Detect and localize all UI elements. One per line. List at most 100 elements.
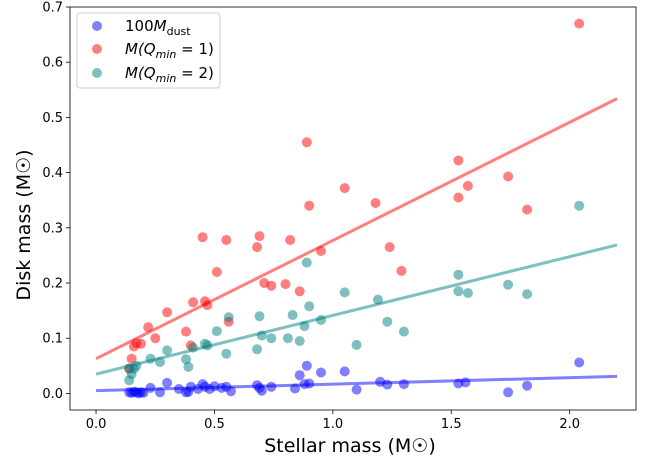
legend-marker-dust (92, 21, 102, 31)
x-axis-label-text: Stellar mass (264, 435, 381, 457)
point-qmin2-15 (223, 312, 234, 323)
point-qmin2-13 (211, 326, 222, 337)
point-qmin1-8 (181, 326, 191, 337)
svg-text:100Mdust: 100Mdust (125, 17, 191, 38)
point-dust-33 (351, 384, 362, 395)
point-qmin1-21 (280, 279, 291, 290)
point-dust-41 (574, 357, 585, 368)
point-qmin1-28 (370, 198, 381, 208)
point-qmin1-25 (304, 200, 315, 211)
x-axis-label: Stellar mass (M☉) (264, 435, 436, 457)
y-axis-label-unit: (M☉) (13, 149, 35, 197)
point-qmin1-18 (254, 231, 265, 242)
y-tick-label-7: 0.7 (42, 1, 63, 16)
point-qmin2-33 (453, 286, 464, 297)
point-qmin1-6 (150, 333, 161, 344)
point-qmin2-14 (221, 348, 232, 359)
point-qmin2-30 (382, 316, 393, 327)
point-qmin1-29 (384, 242, 395, 253)
point-qmin2-32 (453, 269, 464, 280)
point-qmin1-34 (503, 171, 514, 182)
point-qmin2-20 (282, 333, 293, 344)
point-qmin1-20 (266, 280, 277, 291)
y-tick-label-5: 0.5 (42, 111, 63, 126)
point-qmin2-27 (339, 287, 350, 298)
point-qmin1-15 (221, 235, 232, 245)
y-tick-label-6: 0.6 (42, 56, 63, 71)
y-axis-label: Disk mass (M☉) (13, 149, 35, 300)
point-qmin2-25 (304, 301, 315, 312)
legend-marker-qmin1 (92, 44, 102, 54)
legend-label-qmin2-post: = 2) (176, 64, 214, 82)
y-tick-label-2: 0.2 (42, 277, 63, 292)
point-qmin2-36 (522, 289, 533, 300)
plot-area (95, 18, 618, 399)
point-qmin2-28 (351, 339, 362, 350)
legend-label-qmin1-main: M(Q (125, 40, 156, 58)
axis-ticks: 0.0 0.5 1.0 1.5 2.0 0.0 0.1 0.2 0.3 0.4 0.5 0.6 0.7 (42, 1, 580, 433)
point-dust-40 (522, 380, 533, 391)
point-qmin1-11 (197, 232, 208, 243)
point-qmin1-23 (294, 286, 305, 297)
x-tick-label-0: 0.0 (86, 417, 107, 432)
point-qmin1-1 (126, 353, 137, 364)
x-tick-label-1: 0.5 (204, 417, 225, 432)
legend-marker-qmin2 (92, 68, 102, 78)
point-dust-24 (256, 385, 267, 396)
point-dust-21 (226, 386, 236, 397)
point-qmin2-9 (183, 361, 194, 372)
fit-line-qmin1 (95, 97, 618, 361)
point-qmin2-17 (254, 311, 265, 322)
x-tick-label-2: 1.0 (323, 417, 344, 432)
legend-item-dust: 100Mdust (92, 17, 191, 38)
legend-label-qmin1-post: = 1) (176, 40, 214, 58)
point-qmin2-8 (181, 354, 191, 365)
x-tick-label-3: 1.5 (441, 417, 462, 432)
point-qmin2-16 (252, 344, 263, 355)
plot-frame (69, 6, 637, 411)
legend-label-dust-pre: 100 (125, 17, 154, 35)
point-qmin1-14 (211, 267, 222, 277)
point-qmin2-24 (301, 257, 312, 268)
point-qmin1-24 (301, 137, 312, 148)
point-qmin1-5 (143, 322, 154, 333)
point-qmin1-31 (453, 155, 464, 166)
legend-box (76, 12, 221, 89)
legend-label-dust-main: M (154, 17, 167, 35)
fit-line-qmin2 (95, 243, 618, 376)
point-dust-32 (339, 366, 350, 377)
x-axis-label-unit: (M☉) (387, 435, 435, 457)
point-qmin1-27 (339, 183, 350, 194)
legend-label-qmin2-main: M(Q (125, 64, 156, 82)
point-qmin1-22 (285, 235, 296, 245)
point-dust-9 (162, 377, 173, 388)
legend-label-qmin1-sub: min (156, 48, 177, 61)
svg-text:M(Qmin = 2): M(Qmin = 2) (125, 64, 214, 85)
point-qmin1-36 (574, 18, 585, 29)
x-tick-label-4: 2.0 (559, 417, 580, 432)
y-tick-label-3: 0.3 (42, 221, 63, 236)
point-qmin1-33 (462, 180, 473, 191)
point-qmin2-37 (574, 200, 585, 211)
point-qmin1-32 (453, 192, 464, 203)
point-qmin2-19 (266, 333, 277, 344)
point-qmin2-7 (162, 345, 173, 356)
point-qmin2-21 (287, 310, 298, 320)
point-qmin1-30 (396, 265, 407, 276)
point-qmin1-10 (188, 297, 199, 308)
point-qmin1-4 (136, 338, 146, 349)
point-qmin1-35 (522, 204, 533, 215)
y-tick-label-1: 0.1 (42, 332, 63, 347)
y-tick-label-4: 0.4 (42, 166, 63, 181)
legend-item-qmin1: M(Qmin = 1) (92, 40, 214, 61)
legend-label-qmin2-sub: min (156, 72, 177, 85)
point-qmin2-31 (398, 326, 409, 337)
point-qmin2-22 (294, 336, 305, 346)
point-dust-31 (316, 367, 326, 378)
point-dust-27 (294, 370, 305, 381)
svg-text:M(Qmin = 1): M(Qmin = 1) (125, 40, 214, 61)
point-qmin2-35 (503, 279, 514, 290)
point-dust-38 (460, 377, 471, 388)
legend: 100Mdust M(Qmin = 1) M(Qmin = 2) (76, 12, 221, 89)
